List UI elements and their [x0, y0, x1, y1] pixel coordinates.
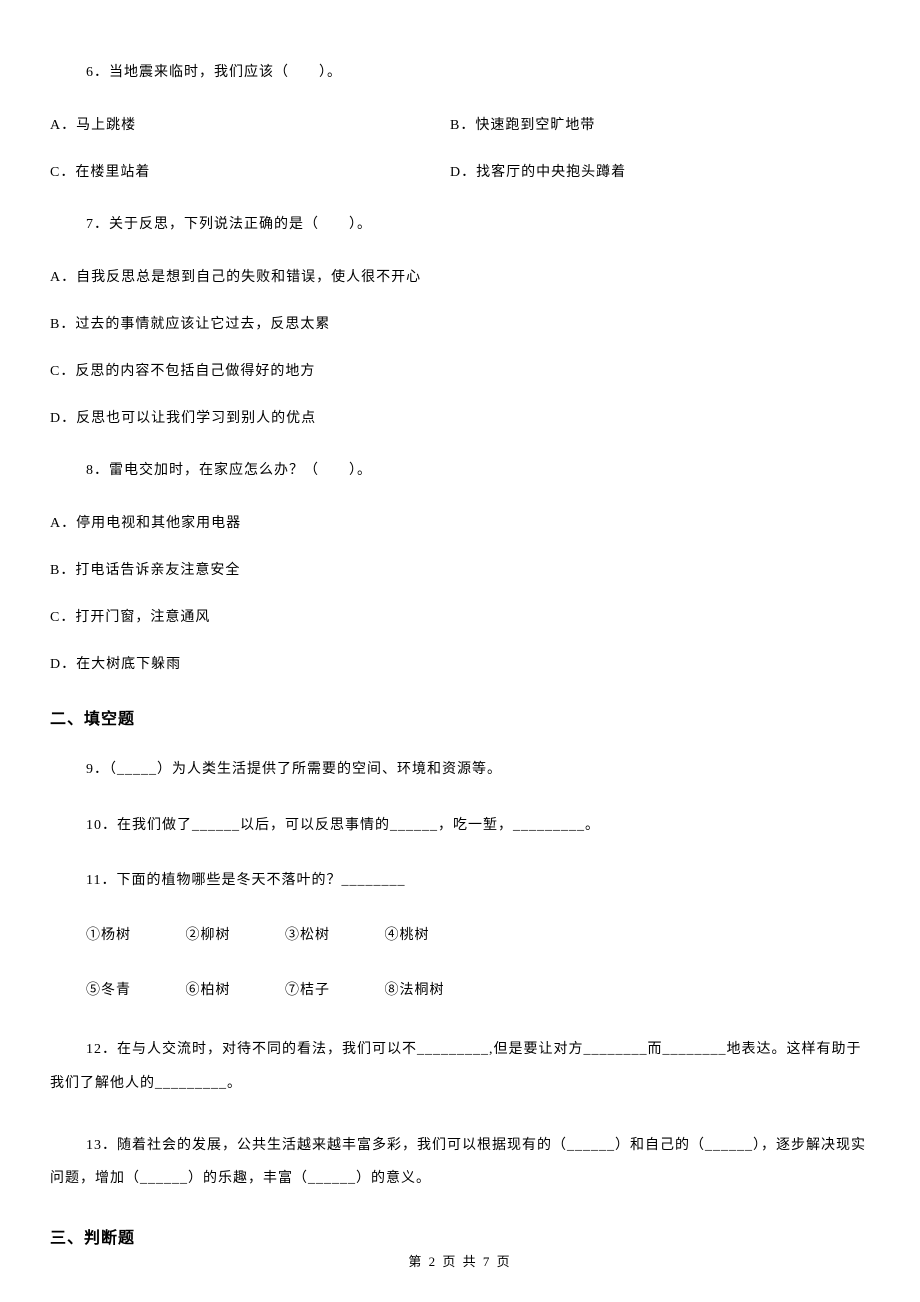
q7-option-c: C．反思的内容不包括自己做得好的地方: [50, 359, 870, 384]
question-13-text: 13．随着社会的发展，公共生活越来越丰富多彩，我们可以根据现有的（______）…: [50, 1129, 870, 1196]
question-12-text: 12．在与人交流时，对待不同的看法，我们可以不_________,但是要让对方_…: [50, 1033, 870, 1100]
question-10-text: 10．在我们做了______以后，可以反思事情的______，吃一堑，_____…: [86, 813, 870, 838]
q11-item-5: ⑤冬青: [86, 978, 131, 1003]
question-7-text: 7．关于反思，下列说法正确的是（ ）。: [86, 212, 870, 237]
section-3-heading: 三、判断题: [50, 1224, 870, 1248]
page-footer: 第 2 页 共 7 页: [0, 1251, 920, 1270]
question-13-content: 13．随着社会的发展，公共生活越来越丰富多彩，我们可以根据现有的（______）…: [50, 1138, 866, 1187]
q11-item-8: ⑧法桐树: [385, 978, 445, 1003]
question-6: 6．当地震来临时，我们应该（ ）。: [50, 60, 870, 85]
q11-item-4: ④桃树: [385, 923, 430, 948]
question-6-options-row2: C．在楼里站着 D．找客厅的中央抱头蹲着: [50, 160, 870, 185]
question-9-text: 9．（_____）为人类生活提供了所需要的空间、环境和资源等。: [86, 757, 870, 782]
q6-option-c: C．在楼里站着: [50, 160, 450, 185]
q8-option-c: C．打开门窗，注意通风: [50, 605, 870, 630]
question-7: 7．关于反思，下列说法正确的是（ ）。: [50, 212, 870, 237]
q11-item-1: ①杨树: [86, 923, 131, 948]
section-2-heading: 二、填空题: [50, 705, 870, 729]
q11-item-7: ⑦桔子: [285, 978, 330, 1003]
question-12-content: 12．在与人交流时，对待不同的看法，我们可以不_________,但是要让对方_…: [50, 1042, 862, 1091]
q6-option-b: B．快速跑到空旷地带: [450, 113, 870, 138]
question-8-text: 8．雷电交加时，在家应怎么办？（ ）。: [86, 458, 870, 483]
question-11-text: 11．下面的植物哪些是冬天不落叶的？________: [86, 868, 870, 893]
question-6-options-row1: A．马上跳楼 B．快速跑到空旷地带: [50, 113, 870, 138]
q7-option-b: B．过去的事情就应该让它过去，反思太累: [50, 312, 870, 337]
q8-option-b: B．打电话告诉亲友注意安全: [50, 558, 870, 583]
question-8: 8．雷电交加时，在家应怎么办？（ ）。: [50, 458, 870, 483]
q11-item-2: ②柳树: [186, 923, 231, 948]
q11-item-3: ③松树: [285, 923, 330, 948]
question-6-text: 6．当地震来临时，我们应该（ ）。: [86, 60, 870, 85]
q6-option-a: A．马上跳楼: [50, 113, 450, 138]
q7-option-a: A．自我反思总是想到自己的失败和错误，使人很不开心: [50, 265, 870, 290]
q8-option-d: D．在大树底下躲雨: [50, 652, 870, 677]
q8-option-a: A．停用电视和其他家用电器: [50, 511, 870, 536]
question-11-row2: ⑤冬青 ⑥柏树 ⑦桔子 ⑧法桐树: [86, 978, 870, 1003]
q7-option-d: D．反思也可以让我们学习到别人的优点: [50, 406, 870, 431]
q6-option-d: D．找客厅的中央抱头蹲着: [450, 160, 870, 185]
question-11-row1: ①杨树 ②柳树 ③松树 ④桃树: [86, 923, 870, 948]
q11-item-6: ⑥柏树: [186, 978, 231, 1003]
